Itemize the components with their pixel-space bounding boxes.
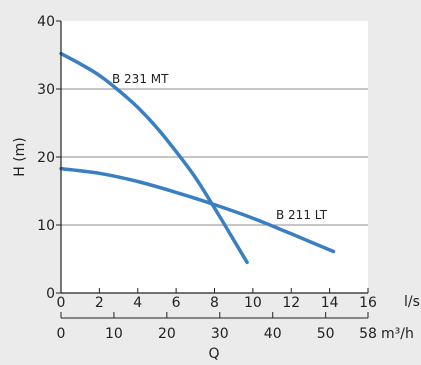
secondary-x-tick-label-1: 10 — [105, 326, 123, 342]
x-tick-label-4: 8 — [210, 295, 219, 311]
secondary-x-tick-label-2: 20 — [158, 326, 176, 342]
y-tick-label-0: 0 — [46, 286, 55, 302]
series-group: B 231 MT B 211 LT — [59, 51, 336, 265]
secondary-x-tick-label-4: 40 — [264, 326, 282, 342]
secondary-x-tick-label-6: 58 — [359, 326, 377, 342]
x-tick-label-8: 16 — [359, 295, 377, 311]
series-label-0: B 231 MT — [112, 72, 169, 86]
y-tick-label-2: 20 — [37, 150, 55, 166]
x-tick-label-6: 12 — [282, 295, 300, 311]
axes-group: 0 10 20 30 40 0 2 4 6 8 10 12 14 16 0 10 20 30 40 50 58 — [37, 14, 377, 342]
y-tick-label-4: 40 — [37, 14, 55, 30]
x-tick-label-7: 14 — [321, 295, 339, 311]
y-axis-title: H (m) — [12, 137, 28, 177]
x-tick-label-2: 4 — [133, 295, 142, 311]
grid-lines — [61, 88, 368, 226]
x-tick-label-1: 2 — [95, 295, 104, 311]
x-tick-label-0: 0 — [57, 295, 66, 311]
labels-group: H (m) l/s m³/h Q — [12, 137, 420, 362]
x-tick-label-3: 6 — [172, 295, 181, 311]
x-tick-label-5: 10 — [244, 295, 262, 311]
series-label-1: B 211 LT — [276, 208, 328, 222]
secondary-x-unit: m³/h — [381, 326, 414, 342]
series-line-1 — [59, 166, 336, 254]
primary-x-unit: l/s — [404, 294, 420, 310]
y-tick-label-1: 10 — [37, 218, 55, 234]
secondary-x-tick-label-0: 0 — [57, 326, 66, 342]
x-axis-title: Q — [208, 346, 219, 362]
secondary-x-tick-label-5: 50 — [317, 326, 335, 342]
series-line-0 — [59, 51, 249, 265]
y-tick-label-3: 30 — [37, 82, 55, 98]
secondary-x-tick-label-3: 30 — [211, 326, 229, 342]
